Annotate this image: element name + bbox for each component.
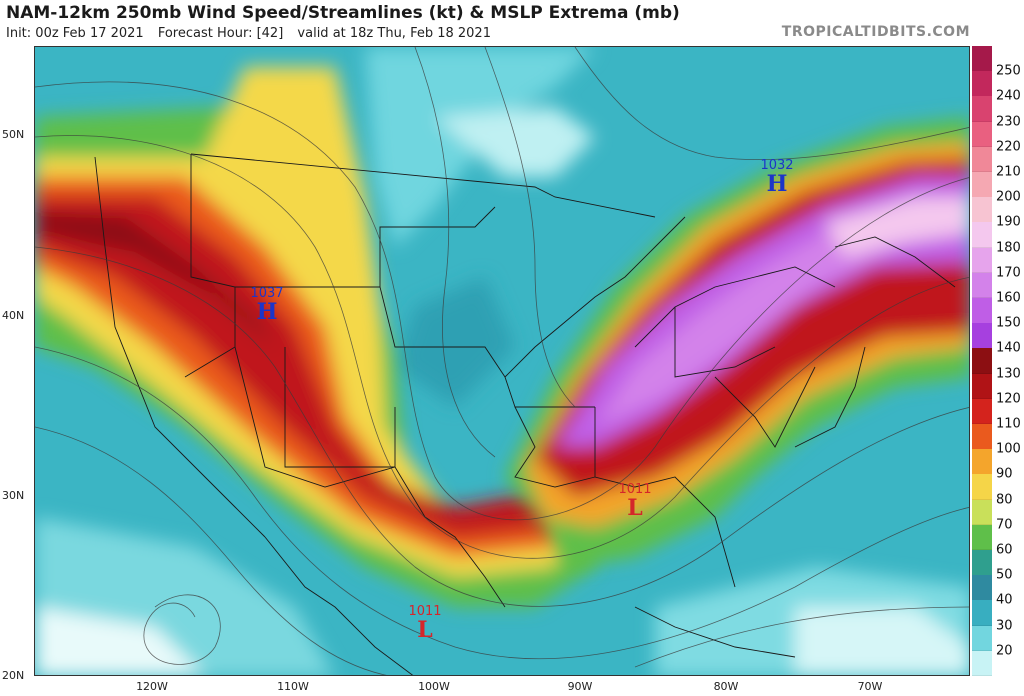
colorbar-swatch bbox=[972, 550, 992, 576]
map-subtitle: Init: 00z Feb 17 2021 Forecast Hour: [42… bbox=[6, 26, 501, 41]
pressure-value: 1011 bbox=[618, 482, 651, 497]
colorbar-label: 100 bbox=[996, 441, 1021, 457]
brand-label: TROPICALTIDBITS.COM bbox=[781, 24, 970, 40]
lat-label-20n: 20N bbox=[2, 669, 25, 682]
map-title: NAM-12km 250mb Wind Speed/Streamlines (k… bbox=[6, 3, 680, 23]
colorbar-swatch bbox=[972, 398, 992, 425]
low-pressure-marker: L bbox=[417, 617, 432, 643]
high-pressure-marker: H bbox=[767, 171, 788, 197]
colorbar-label: 20 bbox=[996, 643, 1013, 659]
colorbar-swatch bbox=[972, 499, 992, 526]
lat-label-30n: 30N bbox=[2, 489, 25, 502]
forecast-hour: Forecast Hour: [42] bbox=[157, 26, 284, 41]
colorbar-label: 200 bbox=[996, 189, 1021, 205]
colorbar-swatch bbox=[972, 96, 992, 123]
colorbar-label: 70 bbox=[996, 517, 1013, 533]
colorbar-label: 80 bbox=[996, 492, 1013, 508]
colorbar-swatch bbox=[972, 625, 992, 652]
pressure-value: 1037 bbox=[250, 286, 283, 301]
lon-label-110w: 110W bbox=[277, 680, 309, 693]
colorbar-label: 60 bbox=[996, 542, 1013, 558]
colorbar-label: 140 bbox=[996, 340, 1021, 356]
colorbar-swatch bbox=[972, 71, 992, 97]
lon-label-80w: 80W bbox=[713, 680, 739, 693]
pressure-high-1: 1037 H bbox=[250, 286, 283, 325]
pressure-low-2: 1011 L bbox=[618, 482, 651, 521]
streamlines bbox=[35, 47, 969, 675]
colorbar-label: 150 bbox=[996, 315, 1021, 331]
colorbar-swatch bbox=[972, 197, 992, 223]
pressure-value: 1011 bbox=[408, 604, 441, 619]
colorbar-label: 210 bbox=[996, 164, 1021, 180]
wind-map: 1037 H 1032 H 1011 L 1011 L bbox=[34, 46, 970, 676]
lat-label-40n: 40N bbox=[2, 309, 25, 322]
colorbar-swatch bbox=[972, 323, 992, 349]
colorbar-swatch bbox=[972, 424, 992, 450]
colorbar-label: 160 bbox=[996, 290, 1021, 306]
pressure-high-2: 1032 H bbox=[760, 158, 793, 197]
colorbar-label: 230 bbox=[996, 114, 1021, 130]
political-boundaries bbox=[94, 153, 956, 675]
colorbar-swatch bbox=[972, 146, 992, 173]
map-header: NAM-12km 250mb Wind Speed/Streamlines (k… bbox=[0, 0, 1024, 46]
colorbar-label: 130 bbox=[996, 366, 1021, 382]
colorbar-label: 250 bbox=[996, 63, 1021, 79]
western-jet bbox=[35, 67, 595, 607]
lon-label-120w: 120W bbox=[136, 680, 168, 693]
colorbar-swatch bbox=[972, 172, 992, 198]
colorbar-label: 180 bbox=[996, 240, 1021, 256]
colorbar-label: 190 bbox=[996, 214, 1021, 230]
pressure-value: 1032 bbox=[760, 158, 793, 173]
high-pressure-marker: H bbox=[257, 299, 278, 325]
colorbar-swatch bbox=[972, 222, 992, 249]
colorbar-label: 120 bbox=[996, 391, 1021, 407]
colorbar-swatch bbox=[972, 247, 992, 274]
colorbar-label: 50 bbox=[996, 567, 1013, 583]
colorbar-swatch bbox=[972, 650, 992, 677]
colorbar-swatch bbox=[972, 298, 992, 324]
colorbar-swatch bbox=[972, 46, 992, 72]
eastern-jet bbox=[505, 117, 969, 567]
low-pressure-marker: L bbox=[627, 495, 642, 521]
lat-label-50n: 50N bbox=[2, 128, 25, 141]
lon-label-90w: 90W bbox=[567, 680, 593, 693]
colorbar-swatch bbox=[972, 474, 992, 501]
colorbar-swatch bbox=[972, 272, 992, 299]
light-wind-areas bbox=[35, 47, 969, 675]
colorbar-swatch bbox=[972, 575, 992, 601]
wind-map-canvas: 1037 H 1032 H 1011 L 1011 L bbox=[35, 47, 969, 675]
colorbar-label: 240 bbox=[996, 88, 1021, 104]
lon-label-70w: 70W bbox=[857, 680, 883, 693]
colorbar-swatch bbox=[972, 449, 992, 475]
colorbar-label: 110 bbox=[996, 416, 1021, 432]
colorbar-swatch bbox=[972, 348, 992, 375]
colorbar-label: 220 bbox=[996, 139, 1021, 155]
colorbar-swatch bbox=[972, 524, 992, 551]
wind-speed-colorbar: 250 240 230 220 210 200 190 180 170 160 150 140 130 1… bbox=[970, 46, 1024, 677]
colorbar-swatch bbox=[972, 373, 992, 400]
pressure-low-1: 1011 L bbox=[408, 604, 441, 643]
lon-label-100w: 100W bbox=[418, 680, 450, 693]
colorbar-label: 90 bbox=[996, 466, 1013, 482]
colorbar-label: 170 bbox=[996, 265, 1021, 281]
init-time: Init: 00z Feb 17 2021 bbox=[6, 26, 144, 41]
colorbar-label: 40 bbox=[996, 592, 1013, 608]
colorbar-label: 30 bbox=[996, 618, 1013, 634]
colorbar-swatch bbox=[972, 600, 992, 627]
valid-time: valid at 18z Thu, Feb 18 2021 bbox=[297, 26, 491, 41]
colorbar-swatch bbox=[972, 121, 992, 148]
